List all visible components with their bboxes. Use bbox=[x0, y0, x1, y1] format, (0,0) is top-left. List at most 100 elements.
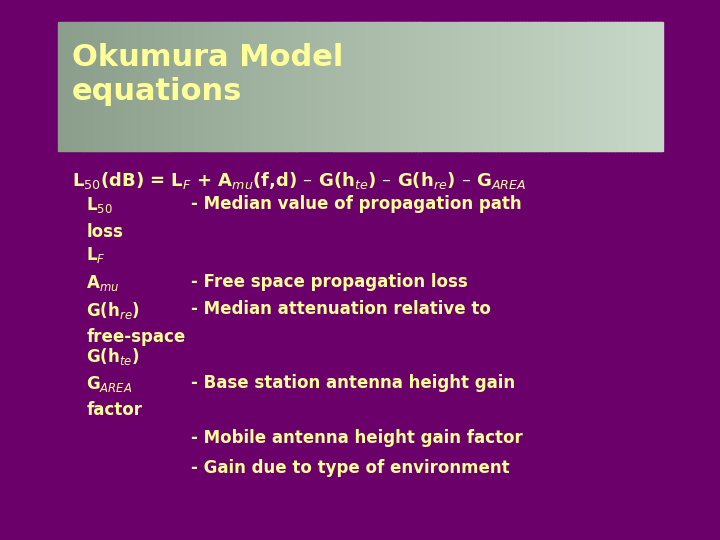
Bar bbox=[423, 22, 427, 151]
Bar bbox=[188, 22, 192, 151]
Bar bbox=[539, 22, 542, 151]
Text: - Base station antenna height gain: - Base station antenna height gain bbox=[191, 374, 515, 391]
Bar bbox=[499, 22, 503, 151]
Bar bbox=[505, 22, 509, 151]
Bar bbox=[118, 22, 122, 151]
Bar bbox=[544, 22, 548, 151]
Bar bbox=[456, 22, 461, 151]
Text: - Free space propagation loss: - Free space propagation loss bbox=[191, 273, 467, 291]
Bar bbox=[333, 22, 336, 151]
Bar bbox=[481, 22, 485, 151]
Bar bbox=[300, 22, 303, 151]
Bar bbox=[523, 22, 527, 151]
Bar bbox=[420, 22, 424, 151]
Bar bbox=[402, 22, 406, 151]
Bar bbox=[638, 22, 642, 151]
Bar bbox=[390, 22, 394, 151]
Bar bbox=[472, 22, 476, 151]
Bar bbox=[148, 22, 152, 151]
Bar bbox=[587, 22, 590, 151]
Text: G(h$_{te}$): G(h$_{te}$) bbox=[86, 346, 140, 367]
Bar bbox=[441, 22, 446, 151]
Bar bbox=[109, 22, 113, 151]
Text: - Median value of propagation path: - Median value of propagation path bbox=[191, 195, 521, 213]
Bar bbox=[100, 22, 104, 151]
Bar bbox=[294, 22, 297, 151]
Bar bbox=[366, 22, 370, 151]
Bar bbox=[375, 22, 379, 151]
Bar bbox=[248, 22, 252, 151]
Text: L$_{50}$(dB) = L$_{F}$ + A$_{mu}$(f,d) – G(h$_{te}$) – G(h$_{re}$) – G$_{AREA}$: L$_{50}$(dB) = L$_{F}$ + A$_{mu}$(f,d) –… bbox=[72, 170, 526, 191]
Bar bbox=[206, 22, 210, 151]
Bar bbox=[611, 22, 615, 151]
Bar bbox=[136, 22, 140, 151]
Bar bbox=[242, 22, 246, 151]
Bar bbox=[551, 22, 554, 151]
Bar bbox=[212, 22, 215, 151]
Bar bbox=[657, 22, 660, 151]
Bar bbox=[541, 22, 545, 151]
Bar bbox=[245, 22, 249, 151]
Bar bbox=[351, 22, 355, 151]
Bar bbox=[572, 22, 575, 151]
Bar bbox=[143, 22, 146, 151]
Bar bbox=[575, 22, 578, 151]
Bar bbox=[602, 22, 606, 151]
Bar bbox=[133, 22, 137, 151]
Bar bbox=[179, 22, 182, 151]
Bar bbox=[221, 22, 225, 151]
Bar bbox=[596, 22, 600, 151]
Bar bbox=[393, 22, 397, 151]
Text: A$_{mu}$: A$_{mu}$ bbox=[86, 273, 120, 293]
Bar bbox=[112, 22, 116, 151]
Bar bbox=[484, 22, 487, 151]
Bar bbox=[584, 22, 588, 151]
Bar bbox=[408, 22, 412, 151]
Bar bbox=[67, 22, 71, 151]
Bar bbox=[224, 22, 228, 151]
Bar bbox=[536, 22, 539, 151]
Bar bbox=[282, 22, 285, 151]
Bar bbox=[169, 22, 174, 151]
Bar bbox=[566, 22, 570, 151]
Bar bbox=[559, 22, 563, 151]
Bar bbox=[103, 22, 107, 151]
Bar bbox=[511, 22, 515, 151]
Bar bbox=[339, 22, 343, 151]
Bar bbox=[121, 22, 125, 151]
Bar bbox=[91, 22, 94, 151]
Bar bbox=[436, 22, 439, 151]
Bar bbox=[197, 22, 200, 151]
Bar bbox=[320, 22, 325, 151]
Bar bbox=[85, 22, 89, 151]
Bar bbox=[415, 22, 418, 151]
Bar bbox=[569, 22, 572, 151]
Bar bbox=[176, 22, 179, 151]
Bar bbox=[372, 22, 376, 151]
Bar bbox=[203, 22, 207, 151]
Text: G(h$_{re}$): G(h$_{re}$) bbox=[86, 300, 140, 321]
Bar bbox=[426, 22, 431, 151]
Bar bbox=[312, 22, 315, 151]
Bar bbox=[614, 22, 618, 151]
Bar bbox=[158, 22, 161, 151]
Text: Okumura Model
equations: Okumura Model equations bbox=[72, 43, 343, 106]
Bar bbox=[448, 22, 451, 151]
Bar bbox=[130, 22, 134, 151]
Bar bbox=[635, 22, 639, 151]
Bar bbox=[88, 22, 91, 151]
Bar bbox=[327, 22, 330, 151]
Bar bbox=[469, 22, 472, 151]
Bar bbox=[194, 22, 197, 151]
Bar bbox=[632, 22, 636, 151]
Bar bbox=[58, 22, 61, 151]
Bar bbox=[209, 22, 212, 151]
Bar bbox=[384, 22, 388, 151]
Bar bbox=[251, 22, 255, 151]
Bar bbox=[475, 22, 479, 151]
Bar bbox=[478, 22, 482, 151]
Bar bbox=[418, 22, 421, 151]
Bar bbox=[70, 22, 73, 151]
Bar bbox=[593, 22, 597, 151]
Bar bbox=[433, 22, 436, 151]
